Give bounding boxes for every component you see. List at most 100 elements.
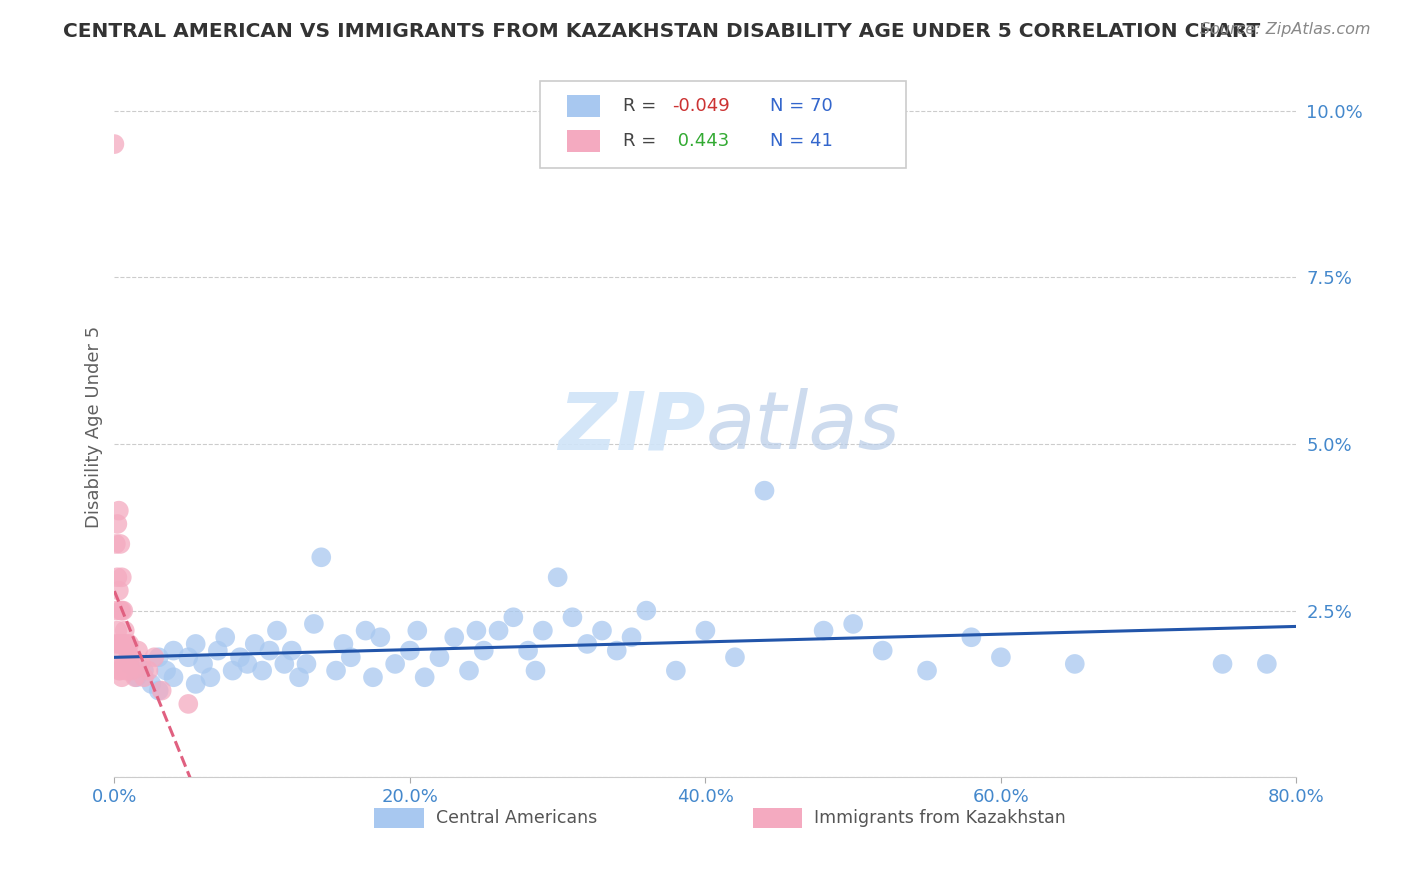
- Point: [117, 643, 139, 657]
- Point: [111, 604, 134, 618]
- Point: [104, 537, 127, 551]
- Point: [143, 650, 166, 665]
- Point: [458, 664, 481, 678]
- Point: [591, 624, 613, 638]
- Point: [150, 683, 173, 698]
- Point: [472, 643, 495, 657]
- Point: [384, 657, 406, 671]
- Point: [108, 503, 131, 517]
- Point: [118, 657, 141, 671]
- Text: Central Americans: Central Americans: [436, 809, 598, 827]
- Point: [636, 604, 658, 618]
- Point: [132, 670, 155, 684]
- Point: [813, 624, 835, 638]
- Point: [413, 670, 436, 684]
- Point: [184, 677, 207, 691]
- Point: [280, 643, 302, 657]
- Point: [114, 624, 136, 638]
- Point: [399, 643, 422, 657]
- Text: atlas: atlas: [706, 388, 900, 467]
- Point: [429, 650, 451, 665]
- Point: [177, 697, 200, 711]
- Point: [155, 664, 177, 678]
- Point: [105, 570, 128, 584]
- Point: [110, 604, 132, 618]
- Point: [754, 483, 776, 498]
- Point: [112, 637, 135, 651]
- Point: [465, 624, 488, 638]
- Point: [502, 610, 524, 624]
- Point: [309, 550, 332, 565]
- Point: [229, 650, 252, 665]
- Point: [111, 650, 134, 665]
- Point: [162, 670, 184, 684]
- Point: [114, 657, 136, 671]
- Point: [118, 664, 141, 678]
- Point: [120, 650, 142, 665]
- Text: Immigrants from Kazakhstan: Immigrants from Kazakhstan: [814, 809, 1066, 827]
- Text: -0.049: -0.049: [672, 97, 730, 115]
- Point: [695, 624, 717, 638]
- Point: [177, 650, 200, 665]
- Point: [250, 664, 273, 678]
- FancyBboxPatch shape: [567, 95, 600, 118]
- Point: [162, 643, 184, 657]
- Point: [148, 650, 170, 665]
- Point: [561, 610, 583, 624]
- Point: [1256, 657, 1278, 671]
- Point: [104, 604, 127, 618]
- Point: [488, 624, 510, 638]
- Point: [118, 637, 141, 651]
- Point: [990, 650, 1012, 665]
- Point: [108, 664, 131, 678]
- Text: CENTRAL AMERICAN VS IMMIGRANTS FROM KAZAKHSTAN DISABILITY AGE UNDER 5 CORRELATIO: CENTRAL AMERICAN VS IMMIGRANTS FROM KAZA…: [63, 22, 1261, 41]
- Point: [273, 657, 295, 671]
- Point: [266, 624, 288, 638]
- Point: [665, 664, 688, 678]
- Point: [547, 570, 569, 584]
- Point: [105, 624, 128, 638]
- Point: [524, 664, 547, 678]
- Point: [207, 643, 229, 657]
- Point: [406, 624, 429, 638]
- Point: [110, 664, 132, 678]
- Point: [103, 137, 125, 152]
- Point: [1212, 657, 1234, 671]
- Point: [221, 664, 243, 678]
- Point: [129, 657, 152, 671]
- Point: [214, 630, 236, 644]
- Point: [184, 637, 207, 651]
- Point: [132, 664, 155, 678]
- Point: [111, 670, 134, 684]
- Point: [121, 664, 143, 678]
- Point: [872, 643, 894, 657]
- Point: [517, 643, 540, 657]
- Point: [104, 637, 127, 651]
- Point: [1063, 657, 1085, 671]
- Point: [110, 637, 132, 651]
- FancyBboxPatch shape: [540, 81, 907, 169]
- Point: [112, 604, 135, 618]
- Point: [141, 677, 163, 691]
- Point: [295, 657, 318, 671]
- Point: [108, 637, 131, 651]
- Text: ZIP: ZIP: [558, 388, 706, 467]
- Text: N = 41: N = 41: [770, 132, 834, 150]
- Point: [288, 670, 311, 684]
- Point: [124, 670, 146, 684]
- Point: [127, 643, 149, 657]
- Point: [125, 670, 148, 684]
- Point: [443, 630, 465, 644]
- Point: [259, 643, 281, 657]
- Text: N = 70: N = 70: [770, 97, 834, 115]
- Point: [842, 616, 865, 631]
- FancyBboxPatch shape: [752, 808, 803, 828]
- Point: [111, 570, 134, 584]
- Point: [200, 670, 222, 684]
- Point: [111, 637, 134, 651]
- Text: Source: ZipAtlas.com: Source: ZipAtlas.com: [1201, 22, 1371, 37]
- Point: [361, 670, 384, 684]
- Point: [108, 583, 131, 598]
- Point: [370, 630, 392, 644]
- Point: [191, 657, 214, 671]
